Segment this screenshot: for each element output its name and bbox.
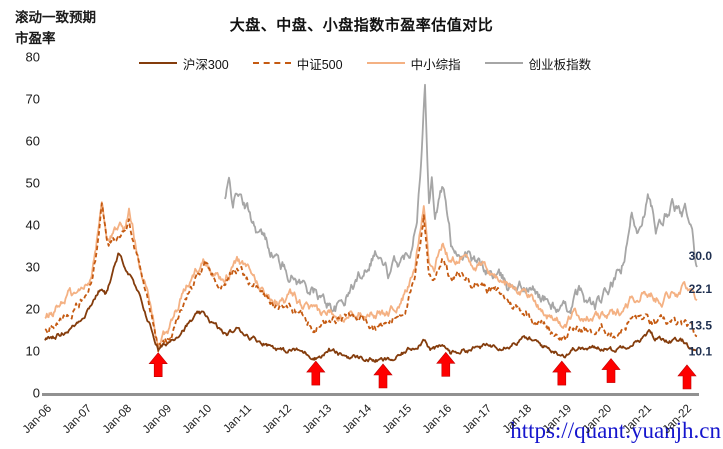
legend-item-hs300: 沪深300 <box>138 54 229 73</box>
x-tick-label: Jan-21 <box>621 403 654 436</box>
series-line-zxzz <box>44 201 698 349</box>
y-tick-label: 20 <box>26 302 40 317</box>
trough-arrow-icon <box>306 360 326 386</box>
legend-item-zz500: 中证500 <box>252 54 343 73</box>
y-tick-label: 40 <box>26 218 40 233</box>
y-axis-title-line2: 市盈率 <box>15 30 56 46</box>
y-tick-label: 30 <box>26 260 40 275</box>
chart-legend: 沪深300 中证500 中小综指 创业板指数 <box>70 54 660 72</box>
y-tick-label: 10 <box>26 344 40 359</box>
y-axis-title: 滚动一致预期 市盈率 <box>15 8 125 50</box>
x-tick-label: Jan-06 <box>21 403 54 436</box>
series-end-label: 10.1 <box>689 345 713 359</box>
x-tick-label: Jan-11 <box>221 403 254 436</box>
series-end-label: 22.1 <box>689 282 713 296</box>
zz500-line-sample-icon <box>252 62 291 64</box>
y-tick-label: 0 <box>33 386 40 401</box>
x-tick-label: Jan-18 <box>501 403 534 436</box>
series-line-zz500 <box>44 202 698 353</box>
y-tick-label: 50 <box>26 176 40 191</box>
x-tick-label: Jan-22 <box>661 403 694 436</box>
x-tick-label: Jan-14 <box>341 402 375 436</box>
series-line-hs300 <box>44 252 698 363</box>
legend-label-zz500: 中证500 <box>296 57 343 72</box>
legend-label-zxzz: 中小综指 <box>410 57 461 72</box>
y-tick-label: 60 <box>26 134 40 149</box>
trough-arrow-icon <box>601 358 621 383</box>
y-tick-label: 70 <box>26 92 40 107</box>
x-tick-label: Jan-07 <box>61 403 94 436</box>
trough-arrow-icon <box>436 351 456 377</box>
x-tick-label: Jan-13 <box>301 403 334 436</box>
watermark-link[interactable]: https://quant.yuanjh.cn <box>510 418 721 443</box>
x-tick-label: Jan-16 <box>421 403 454 436</box>
zxzz-line-sample-icon <box>366 62 405 64</box>
x-tick-label: Jan-15 <box>381 403 414 436</box>
trough-arrow-icon <box>148 352 168 378</box>
legend-label-cyb: 创业板指数 <box>528 57 592 72</box>
x-tick-label: Jan-08 <box>101 403 134 436</box>
y-axis-title-line1: 滚动一致预期 <box>15 10 96 25</box>
x-tick-label: Jan-10 <box>181 403 214 436</box>
series-end-label: 13.5 <box>689 318 713 332</box>
x-tick-label: Jan-17 <box>461 403 494 436</box>
trough-arrow-icon <box>677 364 697 390</box>
series-line-cyb <box>224 83 698 315</box>
series-end-label: 30.0 <box>689 249 713 263</box>
trough-arrow-icon <box>552 360 572 386</box>
cyb-line-sample-icon <box>484 62 523 64</box>
trough-arrow-icon <box>373 363 393 389</box>
legend-label-hs300: 沪深300 <box>182 57 229 72</box>
chart-title: 大盘、中盘、小盘指数市盈率估值对比 <box>229 17 494 34</box>
x-tick-label: Jan-09 <box>141 403 174 436</box>
y-tick-label: 80 <box>26 50 40 65</box>
x-tick-label: Jan-20 <box>581 403 614 436</box>
x-tick-label: Jan-19 <box>541 403 574 436</box>
legend-item-cyb: 创业板指数 <box>484 54 592 73</box>
hs300-line-sample-icon <box>138 62 177 64</box>
legend-item-zxzz: 中小综指 <box>366 54 461 73</box>
x-tick-label: Jan-12 <box>261 403 294 436</box>
